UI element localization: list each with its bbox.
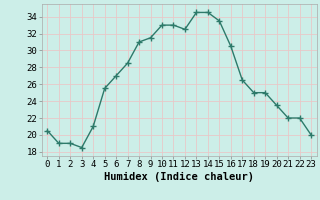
X-axis label: Humidex (Indice chaleur): Humidex (Indice chaleur)	[104, 172, 254, 182]
